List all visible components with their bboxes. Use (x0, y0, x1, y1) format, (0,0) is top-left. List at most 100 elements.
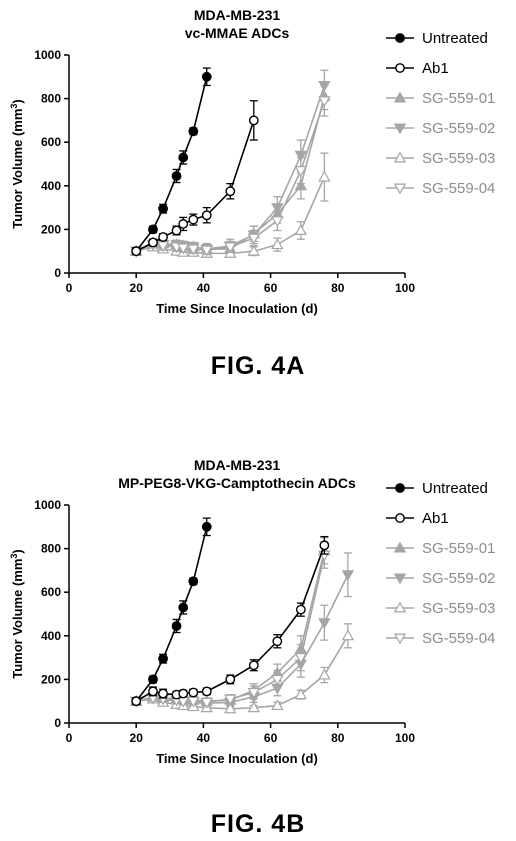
data-point (224, 242, 237, 254)
data-point (158, 203, 168, 214)
legend-item: SG-559-04 (386, 180, 495, 197)
data-point (248, 115, 259, 126)
data-point (224, 702, 237, 714)
data-point (131, 696, 142, 707)
data-point (248, 660, 259, 671)
data-point (178, 152, 189, 163)
legend-item: SG-559-01 (386, 90, 495, 107)
data-point (200, 697, 213, 709)
chart-panel-4b: MDA-MB-231 MP-PEG8-VKG-Camptothecin ADCs 0… (0, 450, 516, 780)
data-point (341, 570, 355, 582)
y-tick-label: 600 (41, 585, 61, 599)
x-tick-label: 80 (331, 281, 345, 295)
series-line (135, 526, 208, 702)
data-point (201, 521, 212, 532)
y-tick-label: 0 (54, 716, 61, 730)
data-point (318, 618, 331, 630)
legend-marker (395, 63, 405, 73)
data-point (158, 653, 168, 664)
y-tick-label: 0 (54, 266, 61, 280)
y-tick-label: 800 (41, 542, 61, 556)
data-point (271, 216, 284, 228)
y-tick-label: 400 (41, 629, 61, 643)
legend-marker (393, 573, 407, 585)
x-tick-label: 0 (66, 731, 73, 745)
data-point (319, 540, 330, 551)
x-axis-label: Time Since Inoculation (d) (156, 301, 318, 316)
x-tick-label: 20 (130, 731, 144, 745)
data-point (294, 179, 308, 191)
figure-label-4b: FIG. 4B (210, 810, 306, 838)
legend-item: SG-559-01 (386, 540, 495, 557)
legend-marker (393, 633, 407, 645)
data-point (247, 244, 261, 256)
data-point (247, 701, 261, 713)
series-line (135, 100, 326, 252)
data-point (224, 694, 237, 706)
legend-marker (393, 541, 407, 553)
legend-item: SG-559-03 (386, 600, 495, 617)
data-point (294, 653, 308, 665)
data-point (188, 214, 199, 225)
data-point (171, 171, 182, 181)
x-tick-label: 40 (197, 281, 211, 295)
x-axis-label: Time Since Inoculation (d) (156, 751, 318, 766)
data-point (271, 699, 284, 711)
data-point (178, 602, 189, 613)
y-tick-label: 200 (41, 222, 61, 236)
chart-title-line: MDA-MB-231 (194, 7, 281, 23)
data-point (318, 668, 331, 680)
chart-title-line: vc-MMAE ADCs (185, 25, 290, 41)
chart-4a-svg: MDA-MB-231 vc-MMAE ADCs 0 200 400 600 800 1000 0… (9, 7, 495, 316)
chart-panel-4a: MDA-MB-231 vc-MMAE ADCs 0 200 400 600 800 1000 0… (0, 0, 516, 330)
chart-title-line: MDA-MB-231 (194, 457, 281, 473)
data-point (294, 224, 308, 235)
legend-label: SG-559-04 (422, 180, 495, 197)
data-point (148, 237, 158, 248)
data-point (341, 629, 355, 641)
data-point (200, 245, 213, 257)
data-point (187, 244, 200, 256)
data-point (178, 688, 189, 699)
y-tick-label: 400 (41, 179, 61, 193)
legend-label: Ab1 (422, 510, 449, 527)
legend-marker (393, 183, 407, 195)
legend-item: SG-559-03 (386, 150, 495, 167)
data-point (188, 576, 199, 587)
data-point (295, 604, 306, 615)
x-tick-label: 80 (331, 731, 345, 745)
data-point (225, 674, 236, 685)
legend-item: Ab1 (386, 510, 449, 527)
legend-item: Untreated (386, 480, 488, 497)
series-line (135, 96, 326, 252)
data-point (318, 170, 331, 182)
x-tick-label: 20 (130, 281, 144, 295)
data-point (271, 203, 284, 215)
legend-label: SG-559-04 (422, 630, 495, 647)
legend-item: Ab1 (386, 60, 449, 77)
data-point (158, 232, 168, 242)
legend-label: SG-559-03 (422, 150, 495, 167)
legend-marker (393, 151, 407, 163)
x-tick-label: 0 (66, 281, 73, 295)
data-point (148, 674, 158, 685)
series-untreated (131, 67, 212, 257)
data-point (271, 238, 284, 250)
data-point (131, 246, 142, 257)
data-point (177, 243, 190, 255)
legend-marker (395, 483, 405, 493)
data-point (272, 636, 283, 647)
data-point (294, 150, 308, 162)
legend-marker (393, 91, 407, 103)
legend-item: SG-559-04 (386, 630, 495, 647)
legend-marker (395, 513, 405, 523)
legend-item: SG-559-02 (386, 570, 495, 587)
data-point (148, 224, 158, 235)
legend-item: SG-559-02 (386, 120, 495, 137)
data-point (225, 186, 236, 197)
data-point (294, 166, 308, 177)
series-ab1 (131, 535, 330, 707)
series-sg-559-04 (129, 84, 331, 258)
data-point (148, 686, 158, 697)
legend-label: SG-559-02 (422, 120, 495, 137)
